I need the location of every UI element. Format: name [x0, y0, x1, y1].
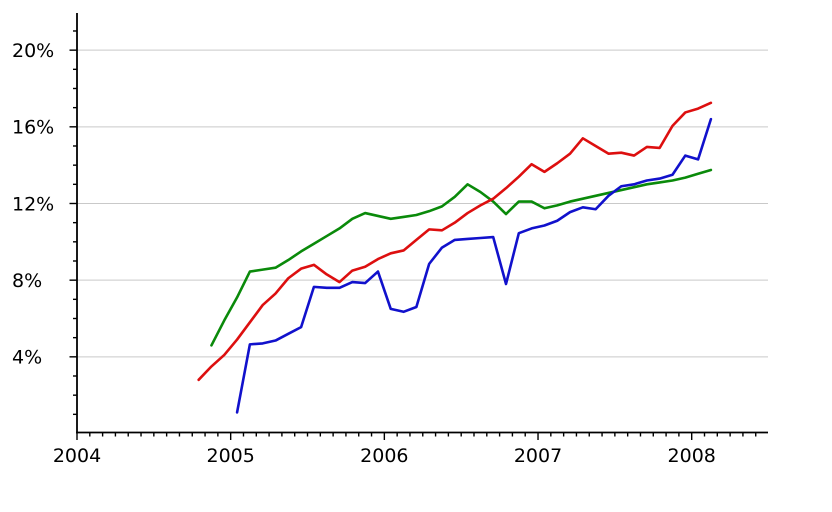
x-tick-label: 2008: [668, 445, 716, 467]
green-series-line: [210, 168, 713, 347]
x-tick-label: 2005: [206, 445, 254, 467]
x-tick-label: 2004: [53, 445, 101, 467]
y-tick-label: 16%: [12, 117, 54, 139]
x-tick-label: 2007: [514, 445, 562, 467]
blue-series-line: [235, 117, 713, 414]
y-tick-label: 4%: [12, 347, 42, 369]
y-tick-label: 8%: [12, 270, 42, 292]
y-tick-label: 12%: [12, 193, 54, 215]
x-tick-label: 2006: [360, 445, 408, 467]
red-series-line: [197, 101, 713, 382]
y-tick-label: 20%: [12, 40, 54, 62]
